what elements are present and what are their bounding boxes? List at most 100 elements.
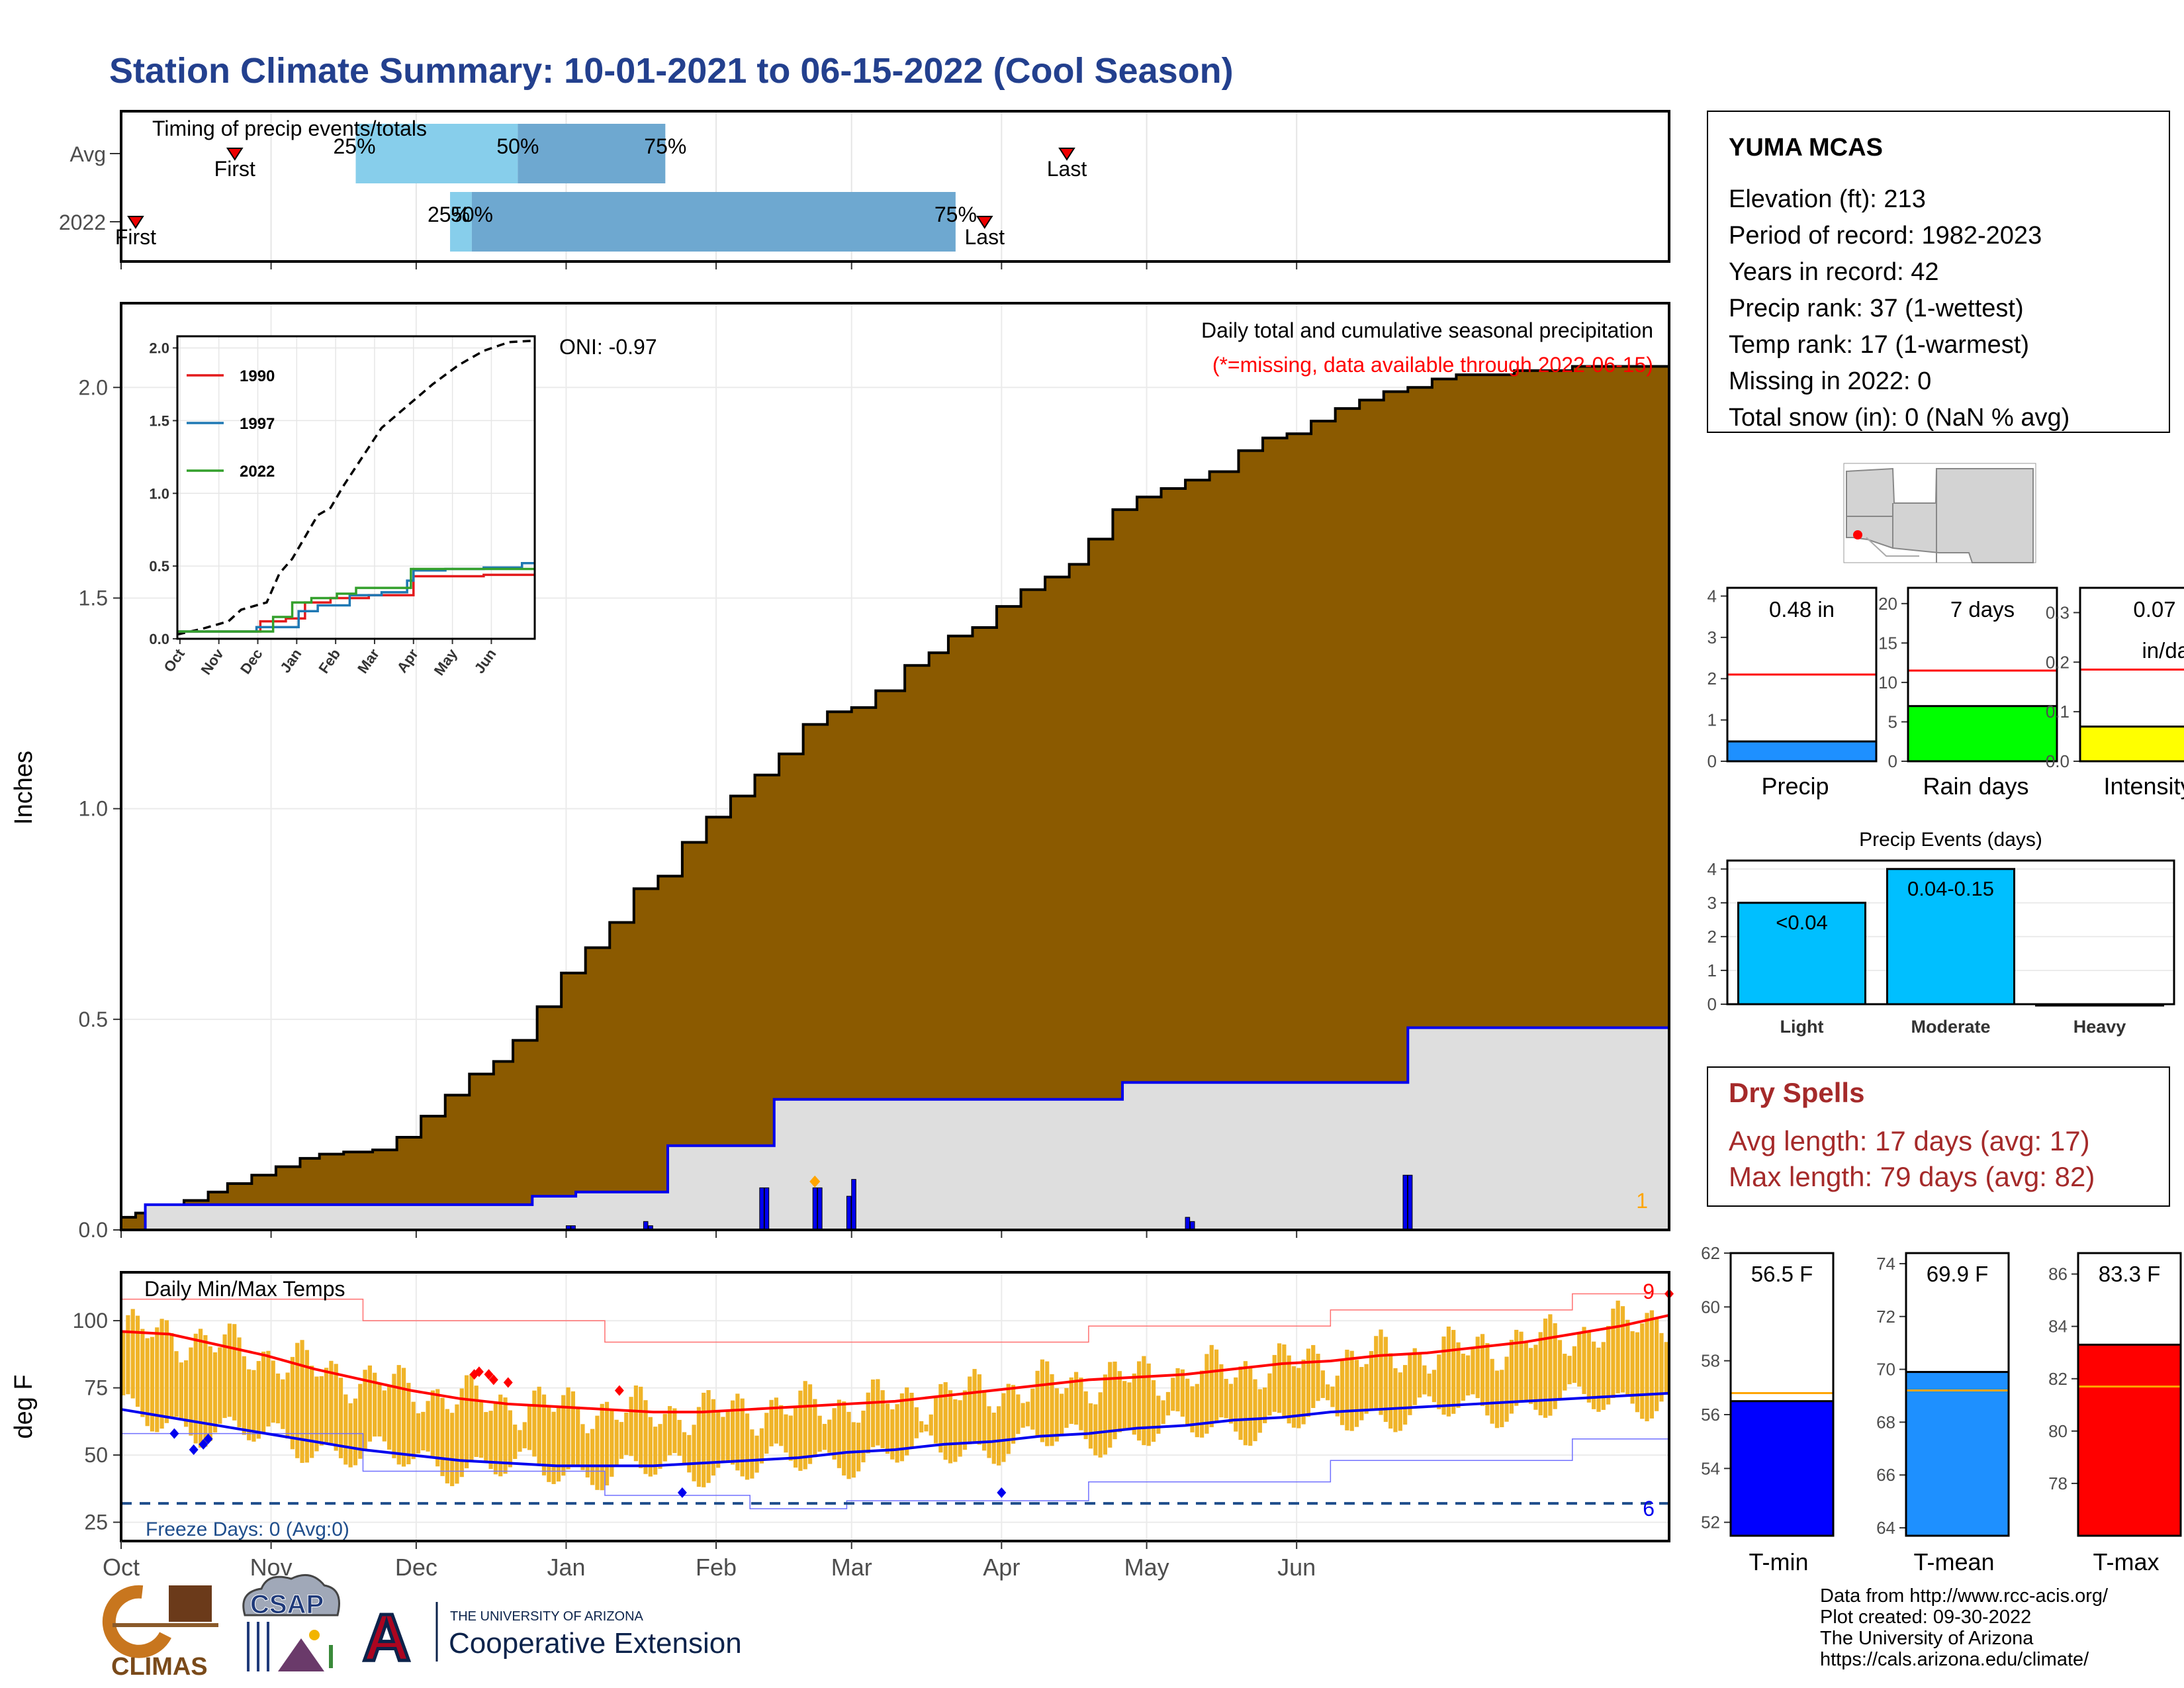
daily-temp-bar bbox=[991, 1412, 996, 1464]
daily-temp-bar bbox=[822, 1424, 827, 1450]
daily-temp-bar bbox=[411, 1401, 416, 1460]
daily-temp-bar bbox=[1185, 1378, 1190, 1425]
station-temp-rank: Temp rank: 17 (1-warmest) bbox=[1729, 331, 2029, 359]
daily-temp-bar bbox=[1398, 1372, 1402, 1431]
daily-temp-bar bbox=[1592, 1341, 1596, 1409]
timing-marker-label-last: Last bbox=[964, 225, 1005, 249]
tempbar-T-max bbox=[2077, 1343, 2182, 1537]
daily-temp-bar bbox=[1402, 1365, 1408, 1425]
daily-temp-bar bbox=[1079, 1378, 1083, 1430]
daily-temp-bar bbox=[764, 1413, 769, 1454]
daily-temp-bar bbox=[329, 1360, 334, 1445]
daily-temp-bar bbox=[1291, 1366, 1297, 1428]
oni-label: ONI: -0.97 bbox=[559, 335, 657, 359]
daily-temp-bar bbox=[677, 1420, 682, 1456]
tempbar-ytick-label: 62 bbox=[1701, 1243, 1720, 1263]
ua-cooperative-extension: Cooperative Extension bbox=[449, 1627, 742, 1660]
daily-temp-bar bbox=[1635, 1332, 1640, 1413]
daily-temp-bar bbox=[1277, 1343, 1282, 1413]
record-cold-marker bbox=[169, 1428, 179, 1439]
credit-line-3: The University of Arizona bbox=[1820, 1628, 2034, 1649]
daily-temp-bar bbox=[958, 1400, 962, 1457]
daily-temp-bar bbox=[1050, 1374, 1054, 1446]
daily-temp-bar bbox=[401, 1368, 406, 1467]
daily-temp-bar bbox=[363, 1370, 367, 1450]
daily-temp-bar bbox=[121, 1331, 126, 1395]
daily-temp-bar bbox=[1180, 1369, 1185, 1417]
daily-temp-bar bbox=[895, 1404, 899, 1463]
cumulative-2022-area bbox=[121, 1027, 1669, 1230]
daily-temp-bar bbox=[725, 1411, 730, 1462]
month-axis-label: Feb bbox=[696, 1554, 737, 1581]
precip-corner-count: 1 bbox=[1636, 1189, 1648, 1213]
temperature-panel: 25 50 75 100 deg F 9 6 Daily Min/Max Temps Freez… bbox=[10, 1271, 1674, 1581]
daily-temp-bar bbox=[1446, 1327, 1451, 1417]
daily-temp-bar bbox=[590, 1429, 595, 1485]
daily-temp-bar bbox=[1190, 1386, 1195, 1432]
daily-temp-bar bbox=[938, 1383, 943, 1453]
month-axis-label: Dec bbox=[395, 1554, 437, 1581]
daily-temp-bar bbox=[851, 1422, 856, 1478]
daily-temp-bar bbox=[358, 1383, 363, 1459]
daily-temp-bar bbox=[1451, 1330, 1456, 1414]
daily-temp-bar bbox=[295, 1342, 300, 1458]
daily-temp-bar bbox=[1016, 1394, 1021, 1434]
temp-hot-count: 9 bbox=[1643, 1280, 1655, 1303]
temp-frame bbox=[120, 1271, 1670, 1542]
daily-temp-bar bbox=[459, 1388, 464, 1477]
daily-temp-bar bbox=[421, 1411, 426, 1451]
daily-temp-bar bbox=[1165, 1391, 1171, 1416]
station-elevation: Elevation (ft): 213 bbox=[1729, 185, 1926, 213]
daily-temp-bar bbox=[1601, 1342, 1606, 1410]
daily-temp-bar bbox=[164, 1320, 169, 1423]
daily-temp-bar bbox=[498, 1394, 503, 1477]
daily-temp-bar bbox=[692, 1425, 696, 1481]
daily-temp-bar bbox=[682, 1432, 687, 1464]
daily-temp-bar bbox=[1533, 1344, 1538, 1410]
daily-temp-bar bbox=[1359, 1367, 1364, 1421]
summary-ytick-label: 20 bbox=[1878, 594, 1897, 614]
record-hot-marker bbox=[474, 1366, 484, 1378]
daily-temp-bar bbox=[919, 1421, 924, 1432]
dry-spells-title: Dry Spells bbox=[1729, 1077, 1864, 1108]
daily-temp-bar bbox=[643, 1400, 648, 1474]
summary-ytick-label: 0.3 bbox=[2046, 602, 2070, 622]
daily-temp-bar bbox=[1064, 1387, 1069, 1428]
timing-label-25: 25% bbox=[428, 203, 470, 226]
daily-temp-bar bbox=[788, 1415, 793, 1461]
daily-temp-bar bbox=[1243, 1361, 1248, 1446]
summary-frame bbox=[1726, 586, 1878, 763]
station-location-dot bbox=[1853, 530, 1862, 539]
daily-temp-bar bbox=[600, 1403, 604, 1491]
event-bar-Moderate bbox=[1886, 868, 2015, 1006]
daily-temp-bar bbox=[1108, 1362, 1113, 1448]
daily-temp-bar bbox=[1214, 1349, 1219, 1421]
inset-series-2022 bbox=[177, 567, 535, 633]
daily-temp-bar bbox=[1369, 1350, 1374, 1410]
avg-min-line bbox=[120, 1391, 1670, 1468]
daily-temp-bar bbox=[1563, 1354, 1567, 1391]
daily-temp-bar bbox=[1480, 1334, 1485, 1406]
daily-temp-bar bbox=[281, 1379, 285, 1429]
daily-temp-bar bbox=[1093, 1404, 1098, 1456]
daily-temp-bar bbox=[1466, 1355, 1471, 1396]
daily-temp-bar bbox=[1205, 1354, 1209, 1434]
inset-avg-line bbox=[177, 339, 535, 636]
station-missing: Missing in 2022: 0 bbox=[1729, 367, 1931, 395]
daily-temp-bar bbox=[271, 1360, 275, 1423]
timing-marker-first bbox=[226, 148, 244, 161]
events-frame bbox=[1726, 859, 2175, 1006]
daily-temp-bar bbox=[1354, 1360, 1359, 1427]
daily-temp-bar bbox=[1113, 1361, 1117, 1440]
avg-cumulative-line bbox=[121, 365, 1669, 1219]
daily-temp-bar bbox=[1267, 1373, 1272, 1416]
daily-temp-bar bbox=[1219, 1364, 1224, 1418]
daily-temp-bar bbox=[624, 1412, 629, 1455]
daily-temp-bar bbox=[1606, 1326, 1611, 1405]
daily-temp-bar bbox=[1655, 1319, 1659, 1411]
daily-temp-bar bbox=[319, 1376, 324, 1446]
daily-temp-bar bbox=[943, 1382, 948, 1460]
summary-bar-Intensity bbox=[2079, 726, 2184, 763]
daily-temp-bar bbox=[1408, 1353, 1412, 1415]
temp-ytick-label: 25 bbox=[84, 1511, 108, 1534]
